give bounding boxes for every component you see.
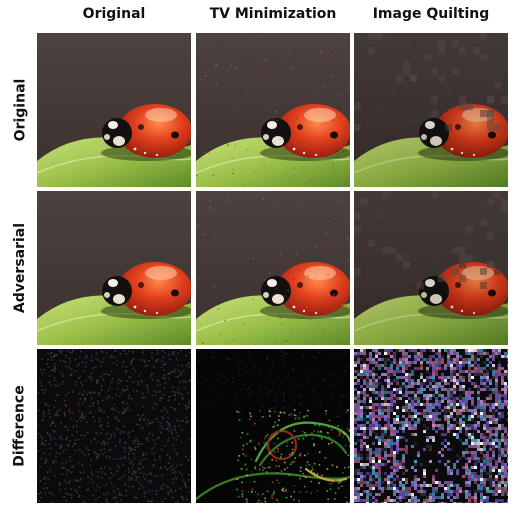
image-difference-image-quilting bbox=[354, 349, 508, 503]
row-label-original: Original bbox=[10, 32, 30, 188]
image-adversarial-original bbox=[37, 191, 191, 345]
row-label-difference-text: Difference bbox=[12, 385, 29, 467]
row-label-adversarial-text: Adversarial bbox=[12, 222, 28, 314]
image-original-image-quilting bbox=[354, 33, 508, 187]
row-label-adversarial: Adversarial bbox=[10, 190, 30, 346]
column-label-image-quilting: Image Quilting bbox=[372, 6, 490, 22]
image-original-tv-minimization bbox=[196, 33, 350, 187]
column-label-original: Original bbox=[82, 6, 146, 22]
image-adversarial-image-quilting bbox=[354, 191, 508, 345]
column-label-tv-minimization: TV Minimization bbox=[209, 6, 337, 22]
image-difference-tv-minimization bbox=[196, 349, 350, 503]
image-adversarial-tv-minimization bbox=[196, 191, 350, 345]
row-label-difference: Difference bbox=[10, 348, 30, 504]
image-original-original bbox=[37, 33, 191, 187]
image-difference-original bbox=[37, 349, 191, 503]
row-label-original-text: Original bbox=[12, 78, 29, 142]
